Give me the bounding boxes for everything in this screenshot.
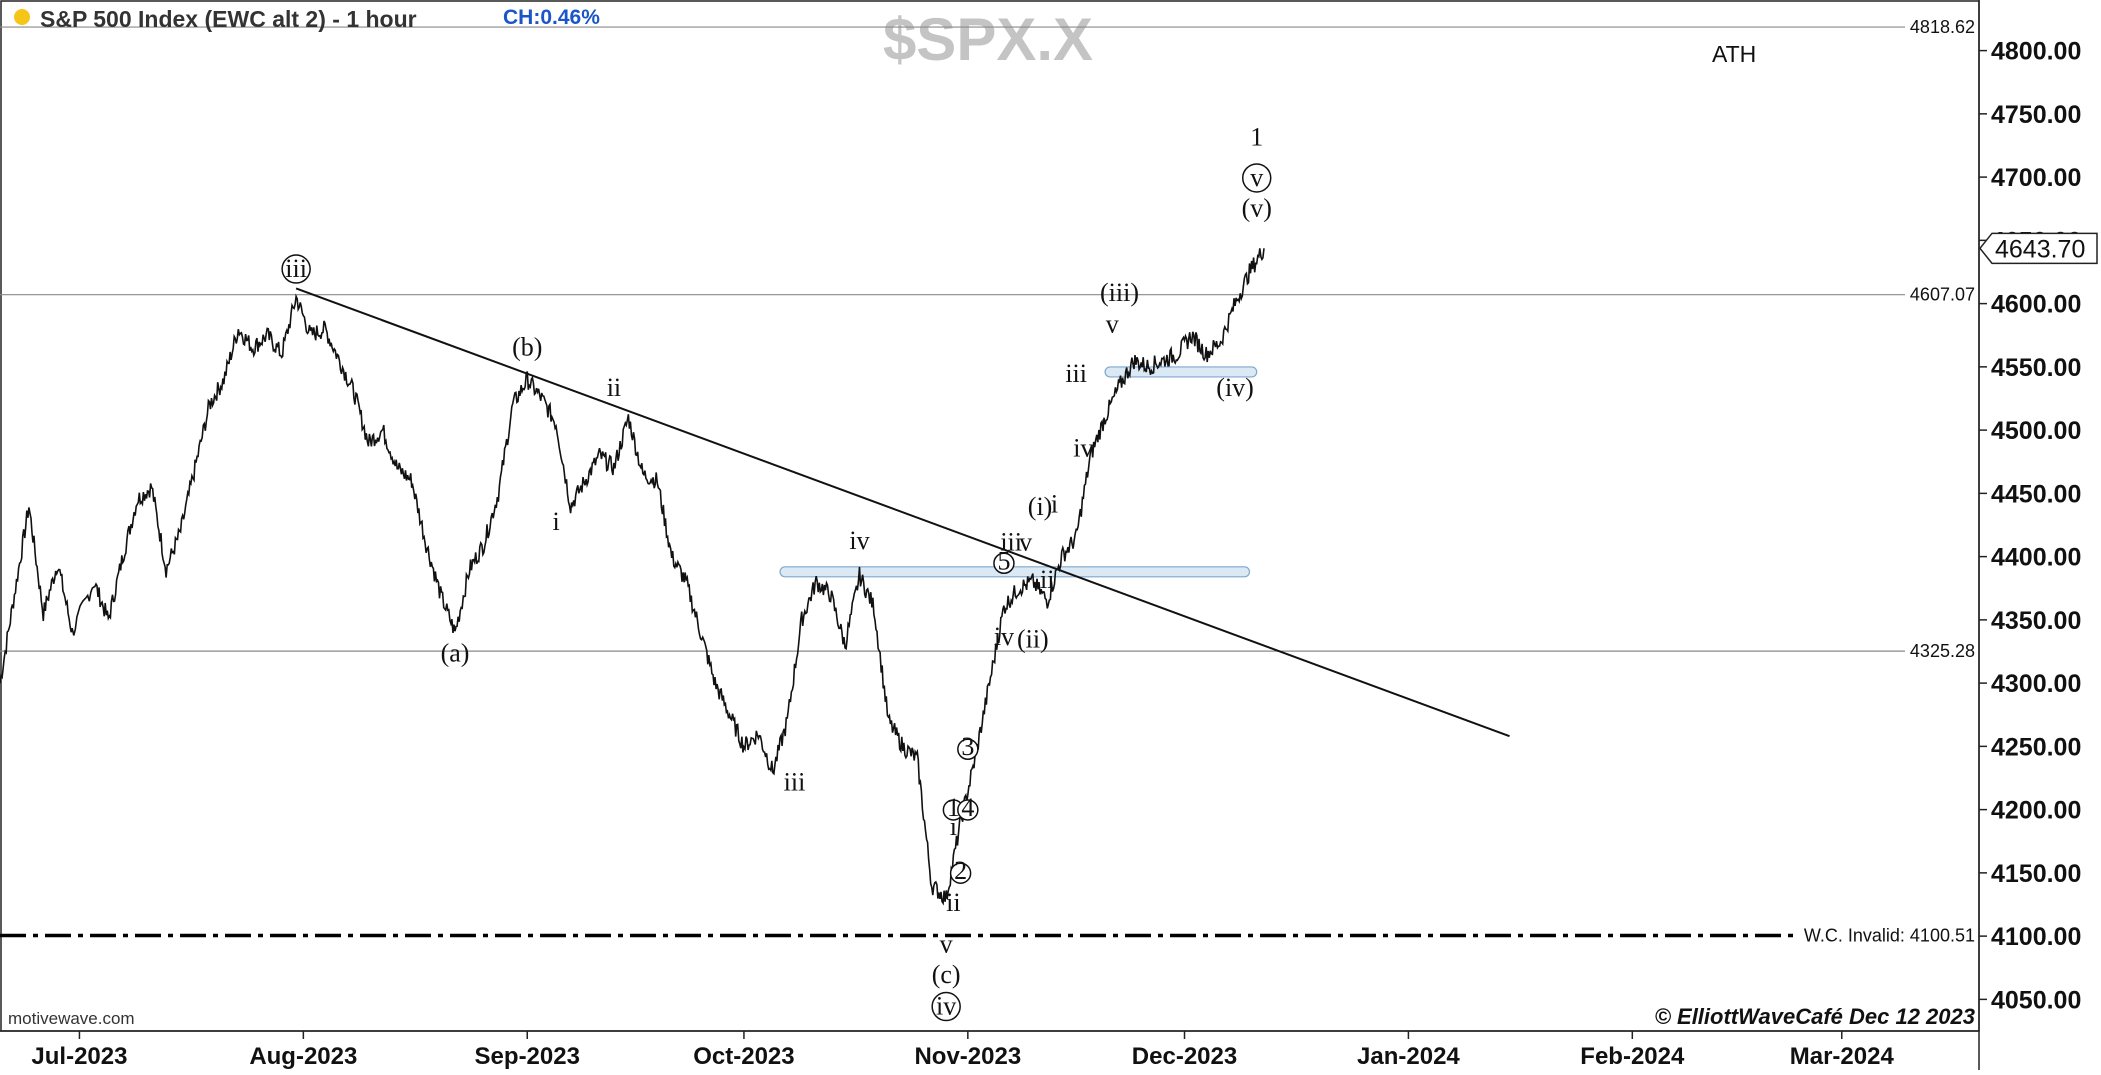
wave-label: (iv)	[1216, 373, 1254, 402]
level-lines: 4818.62 4607.07 4325.28 W.C. Invalid: 4100.…	[0, 17, 1975, 945]
chart-title: S&P 500 Index (EWC alt 2) - 1 hour	[40, 6, 417, 32]
support-zones	[779, 366, 1258, 578]
invalidation-label: W.C. Invalid: 4100.51	[1804, 925, 1975, 945]
wave-label: (iii)	[1100, 278, 1139, 307]
x-tick-label: Dec-2023	[1132, 1043, 1237, 1070]
y-tick-label: 4750.00	[1991, 101, 2081, 129]
wave-label: 1	[1250, 122, 1263, 151]
wave-label-circle	[1241, 163, 1272, 193]
wave-label: ii	[946, 888, 960, 917]
support-zone	[779, 566, 1251, 578]
wave-label: iv	[994, 622, 1014, 651]
y-tick-label: 4800.00	[1991, 38, 2081, 66]
wave-label: iv	[1073, 434, 1093, 463]
change-percent: CH:0.46%	[503, 6, 600, 29]
wave-label: iv	[849, 526, 869, 555]
status-dot	[14, 9, 30, 25]
y-tick-label: 4600.00	[1991, 291, 2081, 319]
wave-label-circle	[281, 254, 311, 284]
symbol-watermark: $SPX.X	[883, 6, 1093, 73]
wave-label: ii	[607, 373, 621, 402]
wave-label: (i)	[1028, 492, 1053, 521]
wave-label-circle	[949, 862, 972, 884]
level-label: 4607.07	[1910, 285, 1975, 305]
wave-label-circle	[993, 552, 1015, 575]
support-zone	[1104, 366, 1258, 378]
ath-label: ATH	[1712, 41, 1756, 67]
wave-label: i	[950, 812, 957, 841]
wave-label: 5	[997, 546, 1010, 575]
wave-label: (ii)	[1017, 625, 1049, 654]
wave-label: i	[1051, 489, 1058, 518]
trendline-layer	[295, 287, 1510, 738]
time-axis: Jul-2023 Aug-2023 Sep-2023 Oct-2023 Nov-2023…	[31, 1031, 1894, 1070]
wave-label: (v)	[1242, 193, 1272, 222]
source-label: motivewave.com	[8, 1009, 135, 1028]
wave-label: iii	[1065, 359, 1087, 388]
price-axis: 4050.00 4100.00 4150.00 4200.00 4250.00 4300.…	[1979, 38, 2081, 1014]
wave-label: (c)	[932, 960, 961, 989]
y-tick-label: 4050.00	[1991, 986, 2081, 1014]
price-line	[0, 248, 1265, 906]
wave-label: i	[553, 507, 560, 536]
y-tick-label: 4250.00	[1991, 733, 2081, 761]
wave-label: 1	[947, 793, 960, 822]
y-tick-label: 4350.00	[1991, 607, 2081, 635]
wave-label: 4	[961, 793, 974, 822]
wave-label-circle	[957, 799, 979, 821]
wave-label: (a)	[441, 639, 470, 668]
copyright-label: © ElliottWaveCafé Dec 12 2023	[1655, 1004, 1975, 1029]
x-tick-label: Sep-2023	[475, 1043, 580, 1070]
wave-label-circle	[931, 991, 961, 1022]
level-label: 4818.62	[1910, 17, 1975, 37]
x-tick-label: Oct-2023	[693, 1043, 794, 1070]
wave-label: ii	[1040, 565, 1054, 594]
x-tick-label: Nov-2023	[914, 1043, 1021, 1070]
y-tick-label: 4450.00	[1991, 480, 2081, 508]
y-tick-label: 4500.00	[1991, 417, 2081, 445]
wave-label: v	[1106, 310, 1119, 339]
x-tick-label: Jan-2024	[1357, 1043, 1460, 1070]
wave-label: v	[1019, 527, 1032, 556]
x-tick-label: Feb-2024	[1580, 1043, 1685, 1070]
last-price-marker: 4643.70	[1979, 232, 2098, 265]
y-tick-label: 4200.00	[1991, 797, 2081, 825]
x-tick-label: Aug-2023	[249, 1043, 357, 1070]
x-tick-label: Mar-2024	[1790, 1043, 1895, 1070]
y-tick-label: 4150.00	[1991, 860, 2081, 888]
y-tick-label: 4550.00	[1991, 354, 2081, 382]
y-tick-label: 4100.00	[1991, 923, 2081, 951]
wave-label: v	[940, 930, 953, 959]
y-tick-label: 4300.00	[1991, 670, 2081, 698]
wave-label: 3	[961, 732, 974, 761]
trendline	[295, 287, 1510, 738]
wave-label-circle	[957, 738, 979, 760]
wave-label: v	[1250, 163, 1263, 192]
wave-label: iii	[1000, 527, 1022, 556]
wave-label: iv	[936, 992, 956, 1021]
y-tick-label: 4700.00	[1991, 164, 2081, 192]
wave-label: (b)	[512, 332, 542, 361]
y-tick-label: 4400.00	[1991, 544, 2081, 572]
wave-label: iii	[285, 254, 307, 283]
wave-label: 2	[954, 856, 967, 885]
level-label: 4325.28	[1910, 641, 1975, 661]
last-price-tag	[1979, 232, 2098, 265]
x-tick-label: Jul-2023	[31, 1043, 127, 1070]
plot-frame	[0, 0, 1980, 1032]
wave-label: iii	[784, 768, 806, 797]
price-series	[0, 248, 1265, 906]
last-price-label: 4643.70	[1995, 235, 2085, 263]
